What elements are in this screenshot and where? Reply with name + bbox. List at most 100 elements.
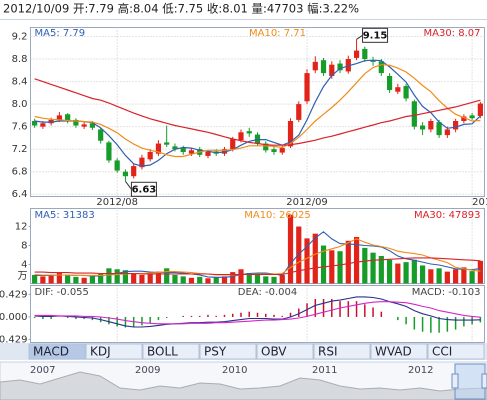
volume-bar	[271, 276, 277, 284]
volume-bar	[370, 252, 376, 284]
volume-bar	[147, 274, 153, 284]
volume-bar	[345, 240, 351, 284]
signal-line	[34, 296, 481, 328]
volume-bar	[320, 245, 327, 284]
candle-body	[106, 142, 112, 161]
timeline-handle[interactable]	[481, 373, 487, 389]
volume-bar	[213, 277, 219, 284]
volume-bar	[56, 273, 62, 284]
tab[interactable]	[313, 343, 371, 360]
tab-label[interactable]: CCI	[432, 345, 452, 359]
y-tick-label: 7.2	[12, 144, 28, 155]
candle-body	[320, 60, 327, 74]
volume-bar	[403, 262, 409, 284]
x-tick-label: 2012/10	[472, 197, 487, 208]
candle-body	[279, 148, 285, 153]
volume-bar	[329, 250, 335, 284]
candle-body	[172, 146, 178, 150]
volume-bar	[477, 260, 483, 284]
legend-entry: MA30: 8.07	[423, 28, 480, 39]
legend-entry: MA5: 31383	[35, 210, 95, 221]
candle-body	[386, 75, 393, 91]
tab-label[interactable]: RSI	[318, 345, 338, 359]
candle-body	[419, 125, 426, 130]
volume-bar	[312, 233, 318, 284]
candle-body	[139, 157, 145, 168]
y-tick-label: 12	[15, 222, 28, 233]
timeline-label: 2009	[135, 365, 160, 376]
candle-body	[114, 160, 120, 171]
candle-body	[147, 151, 153, 160]
tab[interactable]	[199, 343, 257, 360]
volume-bar	[139, 274, 145, 284]
timeline-handle[interactable]	[451, 373, 459, 389]
volume-bar	[73, 276, 79, 284]
y-tick-label: 8.0	[12, 99, 28, 110]
tab-label[interactable]: MACD	[33, 345, 69, 359]
volume-bar	[304, 238, 310, 284]
tab-label[interactable]: OBV	[261, 345, 287, 359]
volume-bar	[180, 276, 186, 284]
volume-bar	[279, 274, 285, 284]
macd-frame	[30, 285, 485, 343]
volume-bar	[453, 269, 459, 284]
timeline-window[interactable]	[454, 363, 486, 400]
y-tick-label: 0.000	[0, 312, 28, 323]
volume-bar	[114, 269, 120, 284]
volume-bar	[362, 247, 368, 284]
candle-body	[378, 61, 384, 74]
volume-bar	[254, 274, 261, 284]
candle-body	[40, 123, 46, 127]
volume-bar	[469, 271, 475, 284]
tab-label[interactable]: BOLL	[147, 345, 178, 359]
timeline-label: 2011	[312, 365, 337, 376]
tab[interactable]	[256, 343, 314, 360]
tab[interactable]	[427, 343, 485, 360]
volume-bar	[386, 259, 393, 284]
candle-body	[65, 114, 71, 122]
tab[interactable]	[28, 343, 86, 360]
candle-body	[180, 148, 186, 152]
candle-body	[428, 121, 434, 130]
volume-bar	[197, 276, 203, 284]
x-tick-label: 2012/09	[286, 197, 328, 208]
y-tick-label: -0.429	[0, 335, 28, 346]
candle-body	[287, 121, 294, 147]
candle-body	[32, 121, 38, 126]
tab[interactable]	[370, 343, 428, 360]
volume-bar	[48, 275, 54, 284]
legend-entry: MA10: 26025	[244, 210, 311, 221]
volume-bar	[428, 269, 434, 284]
volume-bar	[353, 236, 360, 284]
tab[interactable]	[142, 343, 200, 360]
volume-bar	[337, 251, 343, 284]
tab[interactable]	[85, 343, 143, 360]
y-tick-label: 4	[21, 260, 27, 271]
candle-body	[444, 129, 450, 136]
candle-body	[263, 143, 269, 151]
volume-bar	[89, 276, 96, 284]
tab-label[interactable]: WVAD	[375, 345, 412, 359]
annotation-leader	[125, 180, 132, 190]
volume-bar	[436, 268, 442, 284]
tab-label[interactable]: PSY	[204, 345, 227, 359]
volume-bar	[172, 274, 178, 284]
volume-bar	[40, 276, 46, 284]
candle-body	[238, 132, 244, 141]
candle-body	[155, 143, 162, 154]
timeline-area	[0, 371, 487, 400]
volume-bar	[81, 277, 87, 284]
volume-bar	[131, 273, 137, 284]
candle-body	[362, 48, 368, 60]
ma-line	[34, 64, 481, 158]
tab-label[interactable]: KDJ	[90, 345, 111, 359]
volume-bar	[164, 268, 170, 284]
candle-body	[411, 101, 417, 127]
timeline-label: 2010	[222, 365, 247, 376]
volume-bar	[411, 259, 417, 284]
candle-body	[403, 86, 409, 99]
candle-body	[89, 123, 96, 128]
legend-entry: MA30: 47893	[414, 210, 481, 221]
